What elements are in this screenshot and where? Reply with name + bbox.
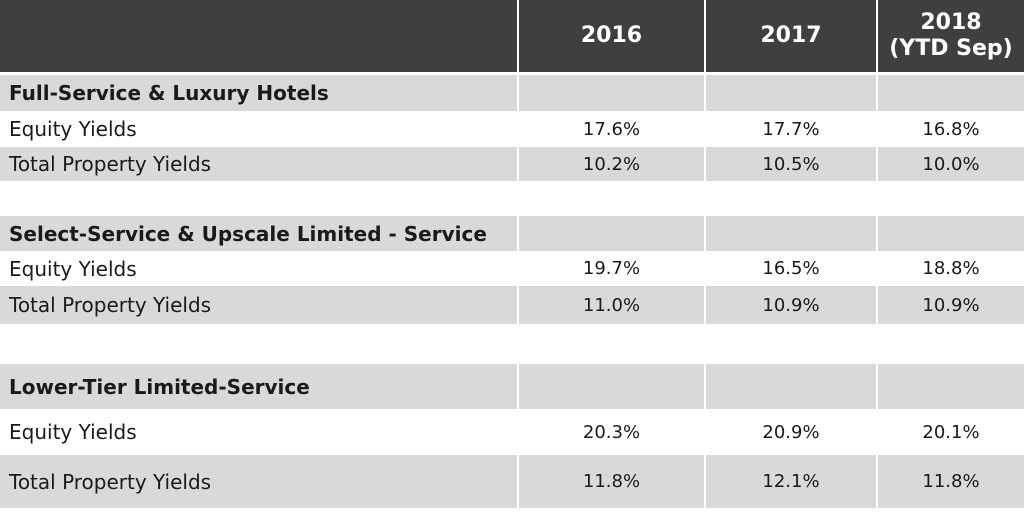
value-2017: 17.7% — [704, 111, 876, 147]
row-label: Total Property Yields — [9, 469, 212, 494]
header-2018-ytd: (YTD Sep) — [889, 36, 1013, 61]
table-row: Equity Yields 20.3% 20.9% 20.1% — [0, 409, 1024, 455]
row-label: Total Property Yields — [9, 152, 212, 176]
value-2016: 11.8% — [517, 455, 704, 508]
section-title: Select-Service & Upscale Limited - Servi… — [9, 221, 487, 246]
section-cell — [876, 364, 1024, 409]
header-cell-2018: 2018 (YTD Sep) — [876, 0, 1024, 72]
value-2018: 11.8% — [876, 455, 1024, 508]
row-label: Equity Yields — [9, 117, 137, 141]
section-cell — [517, 75, 704, 111]
value-2016: 19.7% — [517, 251, 704, 286]
table-row: Equity Yields 17.6% 17.7% 16.8% — [0, 111, 1024, 147]
header-cell-2016: 2016 — [517, 0, 704, 72]
table-row: Equity Yields 19.7% 16.5% 18.8% — [0, 251, 1024, 286]
value-2016: 17.6% — [517, 111, 704, 147]
value-2017: 10.9% — [704, 286, 876, 324]
section-cell — [704, 216, 876, 251]
table-row: Total Property Yields 11.8% 12.1% 11.8% — [0, 455, 1024, 508]
value-2017: 16.5% — [704, 251, 876, 286]
section-cell — [704, 75, 876, 111]
row-label: Equity Yields — [9, 256, 137, 281]
section-header-row: Select-Service & Upscale Limited - Servi… — [0, 216, 1024, 251]
header-2018-year: 2018 — [920, 9, 982, 35]
table-header-row: 2016 2017 2018 (YTD Sep) — [0, 0, 1024, 75]
section-cell — [876, 216, 1024, 251]
section-cell — [704, 364, 876, 409]
value-2016: 11.0% — [517, 286, 704, 324]
row-label: Equity Yields — [9, 420, 137, 444]
value-2018: 20.1% — [876, 409, 1024, 455]
header-cell-2017: 2017 — [704, 0, 876, 72]
value-2017: 20.9% — [704, 409, 876, 455]
value-2017: 10.5% — [704, 147, 876, 181]
section-header-row: Lower-Tier Limited-Service — [0, 364, 1024, 409]
value-2018: 10.9% — [876, 286, 1024, 324]
value-2018: 18.8% — [876, 251, 1024, 286]
table-row: Total Property Yields 10.2% 10.5% 10.0% — [0, 147, 1024, 181]
value-2016: 20.3% — [517, 409, 704, 455]
section-cell — [876, 75, 1024, 111]
section-title: Full-Service & Luxury Hotels — [9, 81, 329, 105]
section-gap — [0, 324, 1024, 364]
section-header-row: Full-Service & Luxury Hotels — [0, 75, 1024, 111]
value-2017: 12.1% — [704, 455, 876, 508]
section-gap — [0, 181, 1024, 216]
header-cell-empty — [0, 0, 517, 72]
value-2018: 10.0% — [876, 147, 1024, 181]
row-label: Total Property Yields — [9, 293, 212, 317]
section-cell — [517, 364, 704, 409]
value-2018: 16.8% — [876, 111, 1024, 147]
value-2016: 10.2% — [517, 147, 704, 181]
table-row: Total Property Yields 11.0% 10.9% 10.9% — [0, 286, 1024, 324]
section-title: Lower-Tier Limited-Service — [9, 374, 310, 399]
section-cell — [517, 216, 704, 251]
